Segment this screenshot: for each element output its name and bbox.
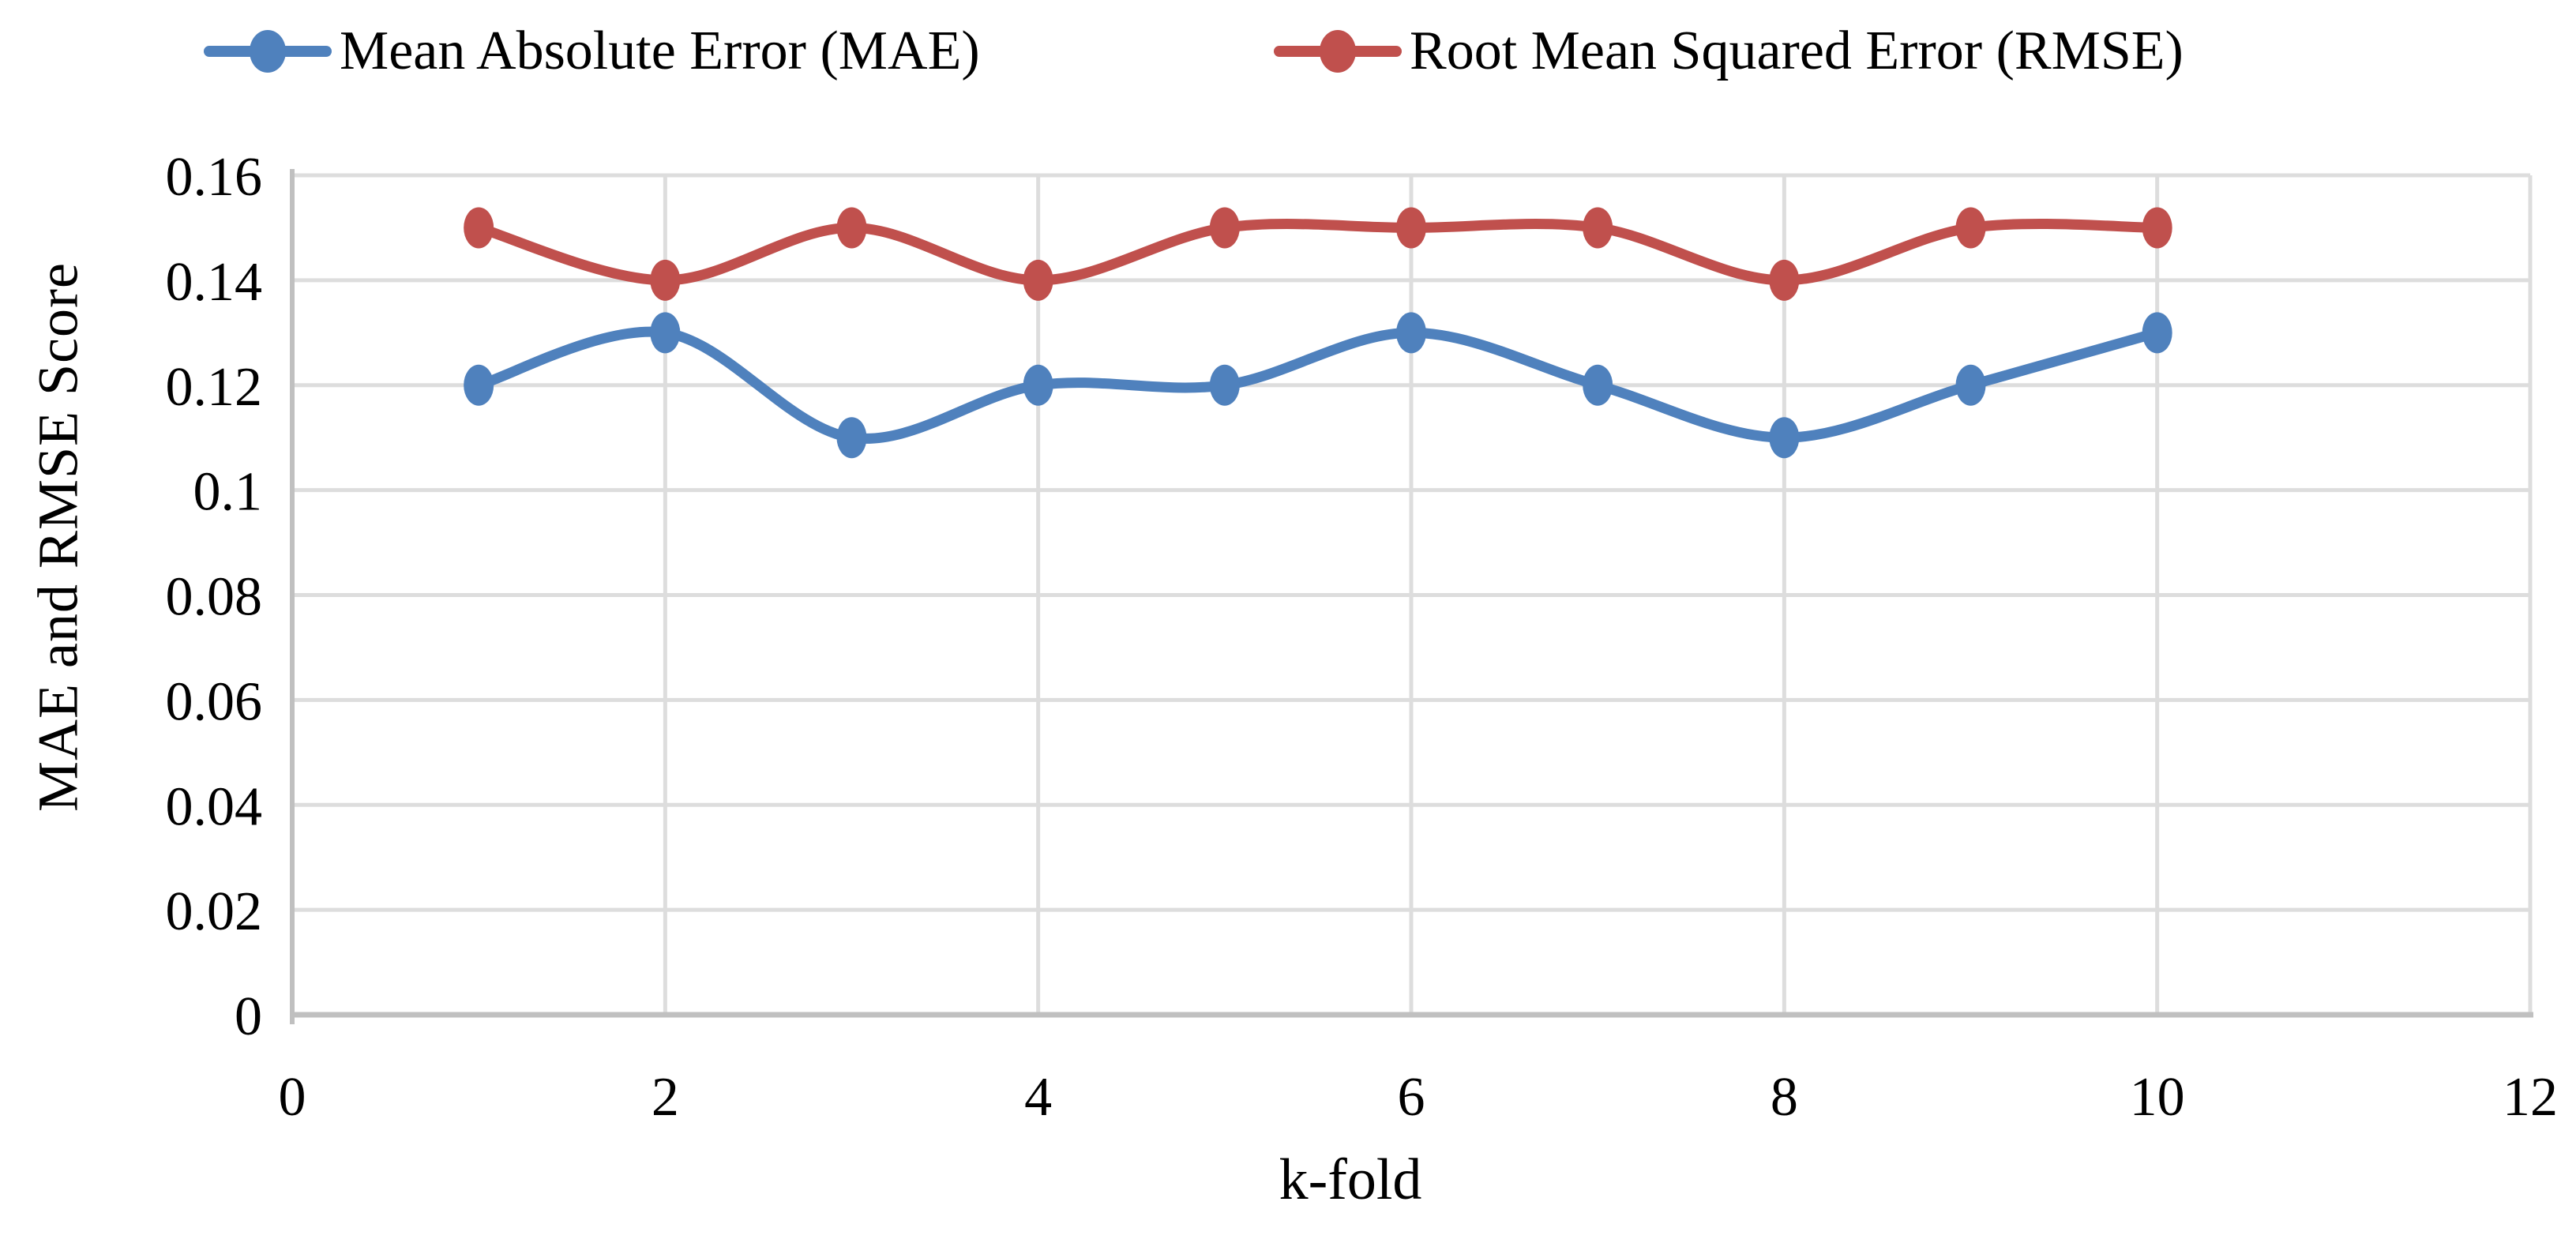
series-1-marker bbox=[1769, 259, 1800, 301]
x-tick-label: 12 bbox=[2503, 1067, 2558, 1128]
series-1-marker bbox=[1209, 207, 1240, 249]
series-0-marker bbox=[464, 364, 494, 406]
series-0-marker bbox=[1396, 312, 1426, 354]
series-0-marker bbox=[650, 312, 681, 354]
series-line-1 bbox=[473, 219, 2163, 286]
rmse-line-marker-icon bbox=[1274, 19, 1402, 84]
legend-label-rmse: Root Mean Squared Error (RMSE) bbox=[1410, 21, 2184, 81]
series-1-marker bbox=[1023, 259, 1053, 301]
x-tick-label: 0 bbox=[279, 1067, 306, 1128]
series-0-marker bbox=[2142, 312, 2172, 354]
rmse-legend-dot-icon bbox=[1320, 30, 1356, 73]
series-1-marker bbox=[650, 259, 681, 301]
chart-legend: Mean Absolute Error (MAE) Root Mean Squa… bbox=[0, 0, 2576, 95]
x-tick-label: 10 bbox=[2130, 1067, 2185, 1128]
x-tick-label: 2 bbox=[652, 1067, 679, 1128]
series-1-marker bbox=[464, 207, 494, 249]
y-tick-label: 0.16 bbox=[166, 147, 263, 208]
x-tick-label: 6 bbox=[1398, 1067, 1425, 1128]
mae-legend-dot-icon bbox=[250, 30, 286, 73]
series-0-marker bbox=[1769, 417, 1800, 459]
series-line-0 bbox=[473, 326, 2163, 444]
y-tick-label: 0.04 bbox=[166, 776, 263, 837]
series-0-marker bbox=[1583, 364, 1613, 406]
series-0-marker bbox=[1023, 364, 1053, 406]
series-0-marker bbox=[1209, 364, 1240, 406]
series-1-marker bbox=[1955, 207, 1986, 249]
series-1-marker bbox=[1396, 207, 1426, 249]
y-tick-label: 0.1 bbox=[193, 462, 263, 523]
y-tick-label: 0.06 bbox=[166, 671, 263, 732]
x-axis-title: k-fold bbox=[1279, 1147, 1422, 1212]
legend-item-mae: Mean Absolute Error (MAE) bbox=[204, 19, 980, 84]
x-tick-label: 8 bbox=[1771, 1067, 1798, 1128]
y-tick-label: 0.02 bbox=[166, 881, 263, 942]
y-tick-label: 0.14 bbox=[166, 252, 263, 313]
y-tick-label: 0.08 bbox=[166, 567, 263, 628]
series-0-marker bbox=[836, 417, 867, 459]
series-0-marker bbox=[1955, 364, 1986, 406]
series-1-marker bbox=[1583, 207, 1613, 249]
y-tick-label: 0 bbox=[235, 986, 262, 1047]
x-tick-label: 4 bbox=[1024, 1067, 1052, 1128]
mae-line-marker-icon bbox=[204, 19, 332, 84]
legend-item-rmse: Root Mean Squared Error (RMSE) bbox=[1274, 19, 2184, 84]
y-tick-label: 0.12 bbox=[166, 357, 263, 418]
legend-label-mae: Mean Absolute Error (MAE) bbox=[340, 21, 980, 81]
series-1-marker bbox=[836, 207, 867, 249]
series-1-marker bbox=[2142, 207, 2172, 249]
